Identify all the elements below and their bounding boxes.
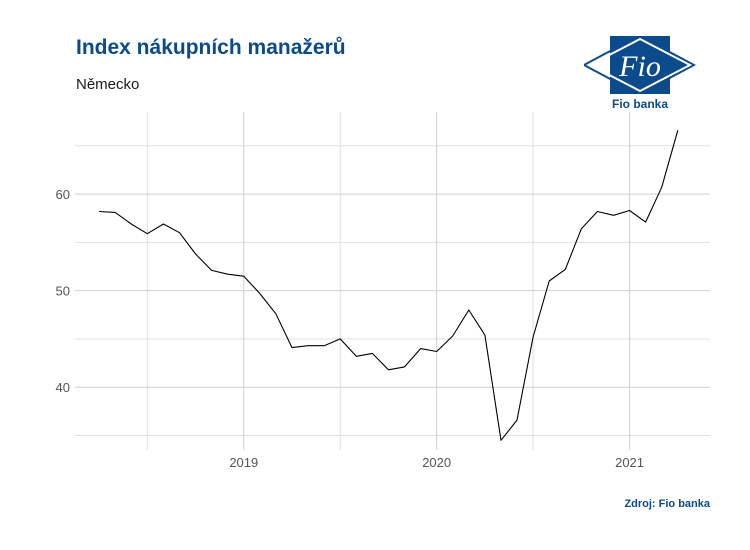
series-line [99, 130, 679, 441]
chart-subtitle: Německo [76, 76, 140, 93]
y-tick-label: 50 [56, 284, 70, 299]
chart-title: Index nákupních manažerů [76, 36, 346, 59]
x-tick-label: 2019 [229, 455, 258, 470]
y-axis: 40 50 60 [56, 187, 70, 395]
y-tick-label: 60 [56, 187, 70, 202]
series-layer [99, 130, 679, 441]
logo-mark-text: Fio [618, 50, 661, 83]
x-tick-label: 2021 [615, 455, 644, 470]
fio-banka-logo: Fio Fio banka [581, 34, 696, 116]
major-gridlines [75, 112, 710, 450]
y-tick-label: 40 [56, 380, 70, 395]
fio-logo-mark-icon: Fio [581, 36, 696, 94]
x-axis: 2019 2020 2021 [229, 455, 644, 470]
minor-gridlines [75, 112, 710, 450]
logo-label: Fio banka [611, 97, 668, 111]
source-note: Zdroj: Fio banka [624, 498, 710, 510]
x-tick-label: 2020 [422, 455, 451, 470]
